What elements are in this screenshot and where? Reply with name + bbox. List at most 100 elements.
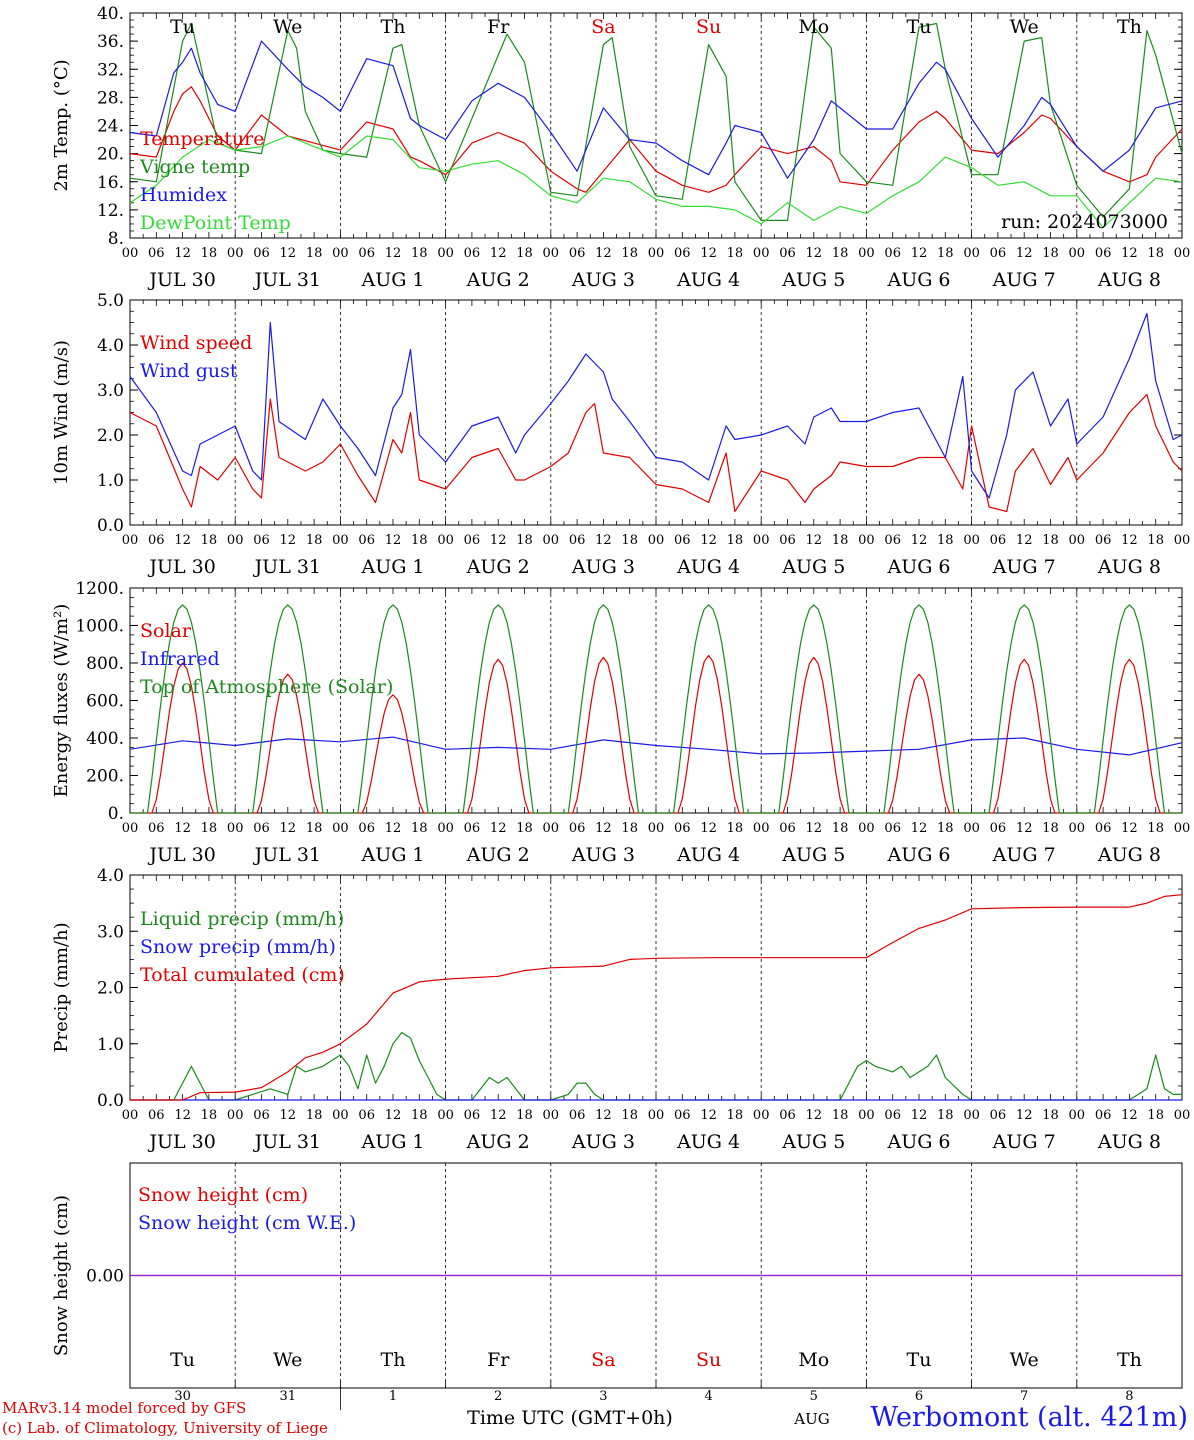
y-tick-label: 36. xyxy=(97,32,124,52)
hour-label: 18 xyxy=(1147,246,1164,261)
hour-label: 18 xyxy=(937,246,954,261)
hour-label: 18 xyxy=(201,821,218,836)
series-line xyxy=(129,22,1183,221)
legend-entry: Humidex xyxy=(140,184,227,206)
hour-label: 06 xyxy=(358,246,375,261)
date-label: AUG 6 xyxy=(886,844,950,866)
day-name-top: Th xyxy=(381,16,406,38)
hour-label: 06 xyxy=(464,821,481,836)
series-line xyxy=(129,40,1183,179)
legend-entry: Liquid precip (mm/h) xyxy=(140,908,344,930)
hour-label: 00 xyxy=(648,533,665,548)
hour-label: 00 xyxy=(332,533,349,548)
hour-label: 18 xyxy=(516,821,533,836)
legend-entry: Wind gust xyxy=(140,360,238,382)
hour-label: 00 xyxy=(858,1108,875,1123)
hour-label: 18 xyxy=(306,246,323,261)
panel-2: 0.0 1.0 2.0 3.0 4.0 5.0 10m Wind (m/s) 00 06 12 18… xyxy=(51,291,1190,578)
model-credit: MARv3.14 model forced by GFS xyxy=(2,1399,247,1417)
hour-label: 18 xyxy=(832,1108,849,1123)
hour-label: 00 xyxy=(963,246,980,261)
date-label: AUG 7 xyxy=(992,556,1056,578)
hour-label: 12 xyxy=(490,246,507,261)
day-name-bottom: Mo xyxy=(798,1349,829,1371)
hour-label: 18 xyxy=(1042,533,1059,548)
date-label: AUG 6 xyxy=(886,269,950,291)
date-label: JUL 30 xyxy=(147,844,215,866)
hour-label: 12 xyxy=(174,533,191,548)
hour-label: 00 xyxy=(963,1108,980,1123)
date-label: AUG 6 xyxy=(886,1131,950,1153)
day-number: 3 xyxy=(599,1389,607,1404)
date-label: AUG 6 xyxy=(886,556,950,578)
hour-label: 18 xyxy=(306,821,323,836)
hour-label: 18 xyxy=(621,821,638,836)
hour-label: 00 xyxy=(332,246,349,261)
hour-label: 06 xyxy=(148,1108,165,1123)
hour-label: 00 xyxy=(122,1108,139,1123)
date-label: AUG 2 xyxy=(466,844,530,866)
hour-label: 00 xyxy=(1174,1108,1191,1123)
hour-label: 12 xyxy=(1121,246,1138,261)
hour-label: 06 xyxy=(569,246,586,261)
y-tick-label: 0.0 xyxy=(97,1091,124,1111)
hour-label: 12 xyxy=(1016,1108,1033,1123)
hour-label: 12 xyxy=(806,533,823,548)
hour-label: 12 xyxy=(911,533,928,548)
hour-label: 06 xyxy=(674,1108,691,1123)
hour-label: 00 xyxy=(1069,533,1086,548)
hour-label: 18 xyxy=(1042,246,1059,261)
day-number: 7 xyxy=(1020,1389,1028,1404)
y-tick-label: 20. xyxy=(97,145,124,165)
day-name-top: Th xyxy=(1117,16,1142,38)
hour-label: 00 xyxy=(227,246,244,261)
date-label: AUG 1 xyxy=(360,1131,424,1153)
date-label: AUG 7 xyxy=(992,269,1056,291)
series-line xyxy=(130,1031,1182,1101)
hour-label: 12 xyxy=(280,821,297,836)
hour-label: 12 xyxy=(280,1108,297,1123)
date-label: AUG 8 xyxy=(1097,269,1161,291)
y-tick-label: 1.0 xyxy=(97,471,124,491)
y-tick-label: 16. xyxy=(97,173,124,193)
date-label: JUL 31 xyxy=(253,556,321,578)
legend-entry: Snow precip (mm/h) xyxy=(140,936,336,958)
hour-label: 12 xyxy=(700,821,717,836)
date-label: AUG 4 xyxy=(676,844,740,866)
panel-3: 0. 200. 400. 600. 800. 1000. 1200.Energy fluxe… xyxy=(51,579,1190,866)
hour-label: 06 xyxy=(779,246,796,261)
hour-label: 00 xyxy=(437,533,454,548)
day-name-bottom: Sa xyxy=(591,1349,615,1371)
hour-label: 06 xyxy=(569,821,586,836)
hour-label: 06 xyxy=(779,1108,796,1123)
hour-label: 18 xyxy=(621,246,638,261)
hour-label: 18 xyxy=(411,246,428,261)
hour-label: 00 xyxy=(543,821,560,836)
hour-label: 00 xyxy=(753,533,770,548)
hour-label: 06 xyxy=(569,533,586,548)
date-label: AUG 5 xyxy=(781,556,845,578)
hour-label: 12 xyxy=(174,1108,191,1123)
hour-label: 12 xyxy=(490,1108,507,1123)
y-tick-label: 12. xyxy=(97,201,124,221)
y-tick-label: 200. xyxy=(86,767,124,787)
y-tick-label: 3.0 xyxy=(97,922,124,942)
hour-label: 18 xyxy=(832,821,849,836)
hour-label: 00 xyxy=(963,533,980,548)
day-name-bottom: Th xyxy=(1117,1349,1142,1371)
date-label: AUG 4 xyxy=(676,1131,740,1153)
hour-label: 18 xyxy=(411,533,428,548)
date-label: JUL 31 xyxy=(253,1131,321,1153)
y-axis-label: Precip (mm/h) xyxy=(51,922,72,1052)
y-tick-label: 800. xyxy=(86,654,124,674)
date-label: AUG 3 xyxy=(571,556,635,578)
hour-label: 06 xyxy=(674,821,691,836)
hour-label: 18 xyxy=(201,1108,218,1123)
hour-label: 18 xyxy=(306,1108,323,1123)
hour-label: 06 xyxy=(990,246,1007,261)
hour-label: 06 xyxy=(884,533,901,548)
hour-label: 12 xyxy=(595,533,612,548)
hour-label: 18 xyxy=(1147,821,1164,836)
hour-label: 00 xyxy=(648,246,665,261)
day-name-bottom: We xyxy=(1010,1349,1039,1371)
